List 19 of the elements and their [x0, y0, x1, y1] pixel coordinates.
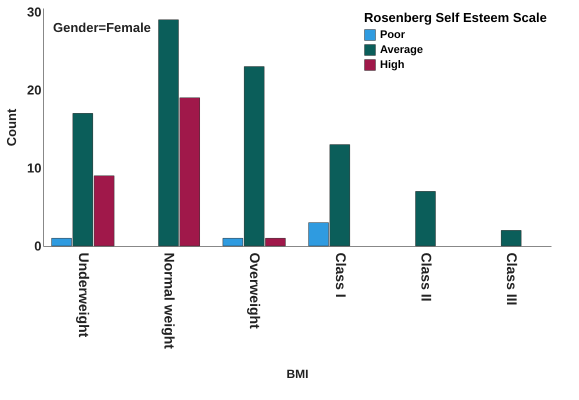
bar	[500, 230, 522, 246]
x-tick-label: Class III	[504, 252, 520, 306]
x-axis-title: BMI	[286, 366, 308, 381]
y-tick-label: 30	[27, 4, 42, 20]
y-tick-label: 10	[27, 160, 42, 176]
x-tick-label: Class II	[418, 252, 434, 302]
bar	[415, 191, 436, 246]
legend-title: Rosenberg Self Esteem Scale	[364, 10, 547, 25]
x-tick-label: Overweight	[247, 252, 264, 330]
annotation: Gender=Female	[53, 20, 151, 35]
y-tick-label: 0	[34, 238, 42, 254]
x-tick-label: Underweight	[76, 252, 92, 338]
y-axis-title: Count	[4, 108, 20, 146]
y-tick-label: 20	[27, 82, 42, 98]
legend-label: Average	[380, 44, 424, 56]
legend-label: High	[380, 59, 405, 71]
x-tick-label: Normal weight	[162, 252, 178, 350]
legend-label: Poor	[380, 29, 406, 41]
x-tick-label: Class I	[332, 252, 349, 298]
